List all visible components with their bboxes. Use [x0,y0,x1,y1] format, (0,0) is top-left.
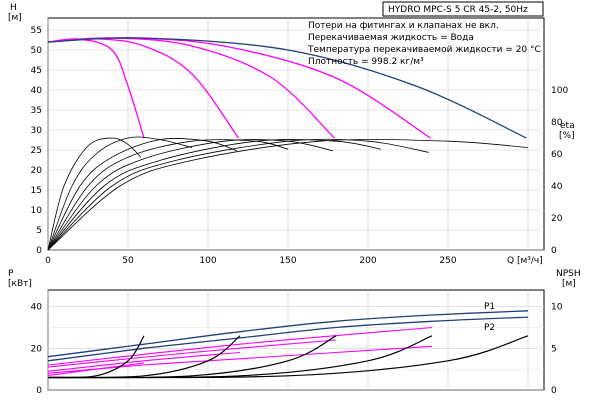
power-curve-3 [47,339,337,368]
eta-tick-label: 80 [551,118,563,128]
head-tick-label: 30 [31,126,43,136]
eta-curve-7 [47,138,429,251]
npsh-tick-label: 5 [551,344,557,354]
eta-tick-label: 20 [551,214,563,224]
eta-curve-3 [47,138,237,251]
head-tick-label: 45 [31,66,42,76]
annotation-1: Потери на фитингах и клапанах не вкл. [308,21,499,31]
npsh-curve-1 [47,335,145,379]
head-curve-5 [47,37,527,139]
npsh-tick-label: 10 [551,303,563,313]
tick-labels: 0 50 100 150 200 2500510152025303540455055020… [31,26,569,396]
power-tick-label: 20 [31,344,43,354]
npsh-tick-label: 0 [551,386,557,396]
power-curve-5 [47,345,433,374]
annotation-2: Перекачиваемая жидкость = Вода [308,33,474,43]
eta-curve-6 [47,139,381,251]
eta-tick-label: 0 [551,246,557,256]
p2-curve [47,316,529,362]
head-tick-label: 0 [36,246,42,256]
head-curves [47,37,527,139]
eta-curve-2 [47,136,193,251]
eta-tick-label: 40 [551,182,563,192]
head-curve-3 [47,37,335,139]
head-tick-label: 5 [36,226,42,236]
p1-label: P1 [484,302,495,312]
power-axis-unit: [кВт] [8,279,32,289]
head-axis-unit: [м] [8,13,22,23]
chart-title: HYDRO MPC-S 5 CR 45-2, 50Hz [388,5,528,15]
eta-axis-label: eta [560,121,575,131]
power-curve-2 [47,351,241,372]
head-tick-label: 35 [31,106,42,116]
power-tick-label: 0 [36,386,42,396]
eta-axis-unit: [%] [559,131,575,141]
title-box [382,1,544,17]
power-curve-4 [47,326,433,366]
head-curve-2 [47,38,239,139]
eta-curve-4 [47,139,289,251]
x-tick-label: 0 [45,256,51,266]
eta-curve-8 [47,139,529,251]
eta-tick-label: 100 [551,86,568,96]
head-tick-label: 50 [31,46,43,56]
npsh-axis-label: NPSH [556,269,581,279]
head-axis-label: H [10,3,17,13]
power-curves [47,310,529,376]
power-tick-label: 40 [31,303,43,313]
efficiency-curves [47,136,529,251]
annotation-4: Плотность = 998.2 кг/м³ [308,57,424,67]
eta-tick-label: 60 [551,150,563,160]
head-curve-1 [47,38,145,139]
p2-label: P2 [484,323,495,333]
power-axis-label: P [8,269,14,279]
x-tick-label: 50 [122,256,134,266]
eta-curve-1 [47,137,142,251]
eta-curve-5 [47,139,333,251]
x-tick-label: 250 [439,256,456,266]
head-tick-label: 40 [31,86,43,96]
npsh-axis-unit: [м] [562,279,576,289]
x-tick-label: 200 [359,256,376,266]
npsh-curves [47,335,529,379]
p1-curve [47,310,529,358]
npsh-curve-5 [47,335,529,379]
grid-lines [47,18,544,391]
annotation-3: Температура перекачиваемой жидкости = 20… [307,45,541,55]
head-tick-label: 55 [31,26,42,36]
head-tick-label: 10 [31,206,43,216]
head-tick-label: 25 [31,146,42,156]
head-tick-label: 20 [31,166,43,176]
head-tick-label: 15 [31,186,42,196]
x-tick-label: 100 [199,256,216,266]
x-axis-label: Q [м³/ч] [507,256,543,266]
x-tick-label: 150 [279,256,296,266]
